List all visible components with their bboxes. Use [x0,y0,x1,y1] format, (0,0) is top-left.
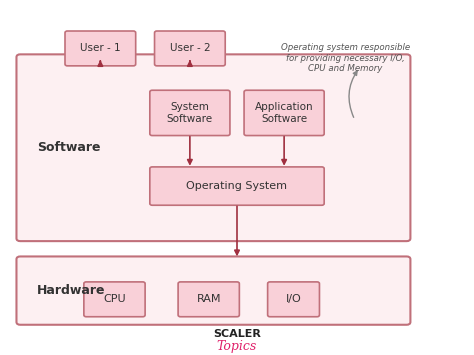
Text: Operating system responsible
for providing necessary I/O,
CPU and Memory: Operating system responsible for providi… [281,43,410,73]
Text: Operating System: Operating System [186,181,288,191]
Text: I/O: I/O [286,294,301,304]
FancyBboxPatch shape [150,167,324,205]
Text: CPU: CPU [103,294,126,304]
FancyBboxPatch shape [17,54,410,241]
Text: SCALER: SCALER [213,329,261,339]
FancyBboxPatch shape [178,282,239,317]
Text: Application
Software: Application Software [255,102,313,124]
Text: Software: Software [36,141,100,154]
Text: User - 2: User - 2 [170,43,210,54]
FancyBboxPatch shape [84,282,145,317]
FancyBboxPatch shape [150,90,230,136]
Text: Topics: Topics [217,340,257,353]
FancyBboxPatch shape [268,282,319,317]
Text: RAM: RAM [197,294,221,304]
FancyBboxPatch shape [244,90,324,136]
Text: Hardware: Hardware [36,284,105,297]
Text: System
Software: System Software [167,102,213,124]
FancyBboxPatch shape [155,31,225,66]
Text: User - 1: User - 1 [80,43,121,54]
FancyBboxPatch shape [65,31,136,66]
FancyBboxPatch shape [17,256,410,325]
